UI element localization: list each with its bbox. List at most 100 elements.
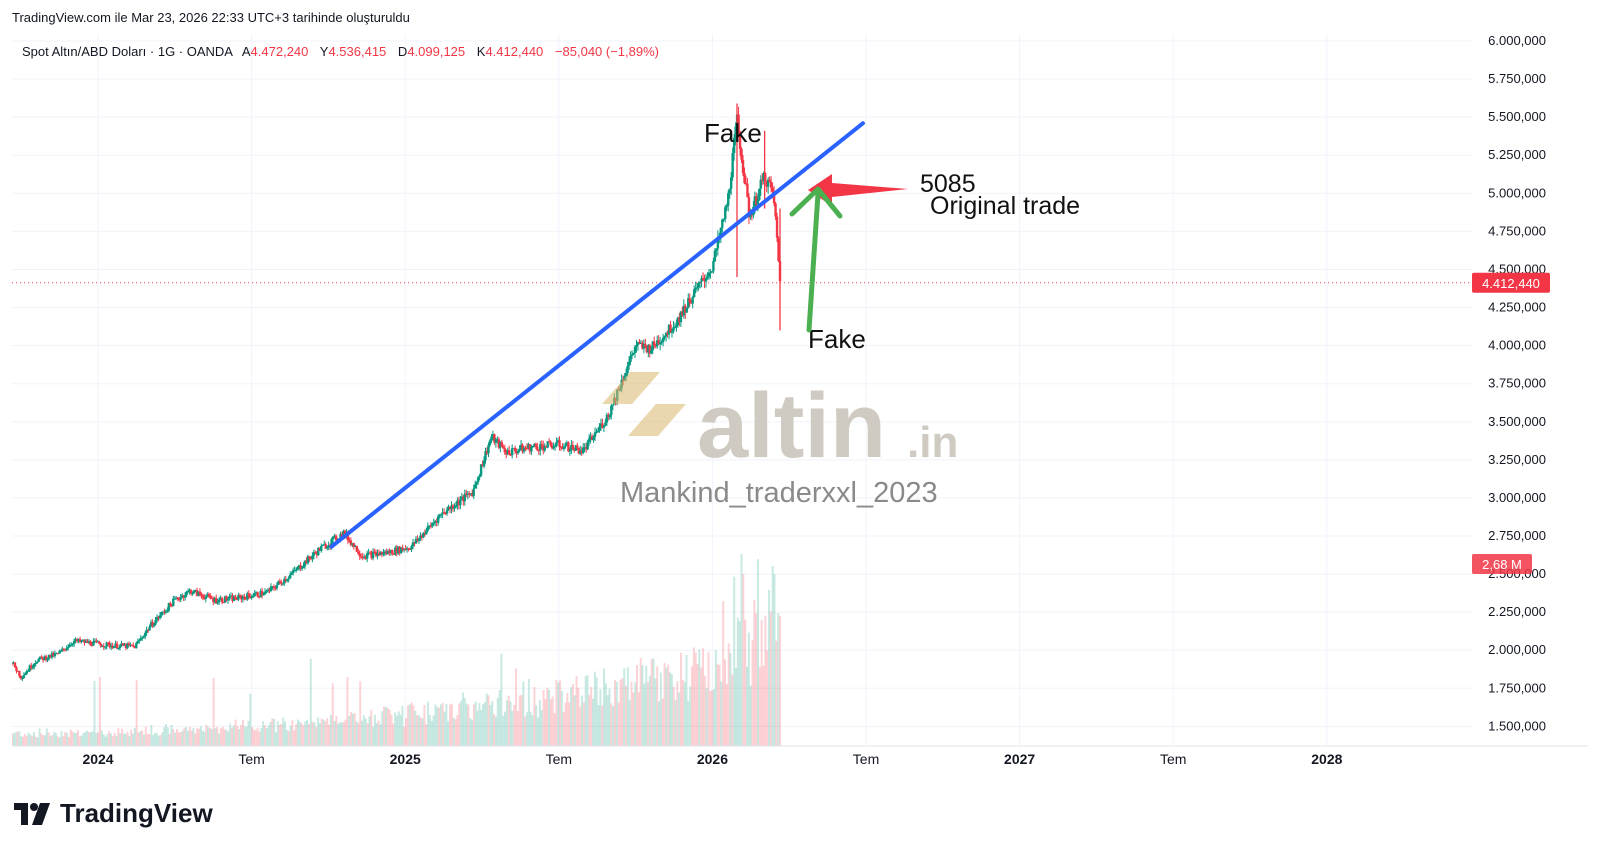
y-tick-label: 6.000,000: [1488, 34, 1546, 48]
symbol-name[interactable]: Spot Altın/ABD Doları · 1G · OANDA: [22, 44, 233, 59]
candle-body: [241, 596, 245, 600]
tradingview-logo[interactable]: TradingView: [14, 798, 213, 829]
candle-body: [645, 346, 649, 353]
volume-bar: [181, 730, 184, 746]
candle-body: [584, 447, 588, 450]
volume-bar: [680, 652, 683, 746]
candle-body: [756, 199, 760, 205]
volume-bar: [478, 702, 481, 746]
candle-body: [151, 622, 154, 627]
volume-bar: [764, 615, 767, 746]
volume-bar: [98, 677, 101, 746]
volume-bar: [601, 705, 604, 746]
volume-bar: [32, 731, 35, 746]
candle-body: [309, 558, 313, 560]
candle-body: [136, 641, 139, 644]
candle-body: [485, 451, 489, 454]
candle-body: [555, 441, 558, 446]
candle-body: [68, 644, 71, 648]
candle-body: [161, 611, 165, 613]
volume-bar: [696, 663, 699, 746]
volume-bar: [619, 679, 622, 746]
candle-body: [160, 612, 163, 616]
volume-bar: [179, 732, 182, 746]
volume-bar: [524, 716, 527, 746]
volume-bar: [372, 726, 375, 746]
volume-bar: [485, 693, 488, 746]
volume-bar: [207, 726, 210, 746]
candle-body: [354, 545, 357, 547]
chart-area[interactable]: altin .in Mankind_traderxxl_2023 Fake Fake 50…: [12, 34, 1588, 794]
candle-body: [217, 599, 221, 603]
volume-bar: [447, 721, 450, 746]
volume-bar: [725, 684, 728, 746]
volume-bar: [691, 666, 694, 746]
candle-body: [740, 148, 743, 160]
candle-body: [191, 593, 194, 595]
candle-body: [58, 651, 61, 654]
volume-bar: [302, 725, 305, 746]
volume-bar: [443, 711, 446, 746]
volume-bar: [683, 682, 686, 746]
candle-body: [469, 493, 472, 495]
candle-body: [284, 579, 287, 581]
candle-body: [237, 595, 240, 600]
candle-body: [105, 642, 108, 647]
volume-bar: [593, 671, 596, 746]
volume-bar: [705, 688, 708, 746]
volume-bar: [513, 704, 516, 746]
volume-bar: [724, 659, 727, 746]
tradingview-logo-icon: [14, 802, 50, 825]
candle-body: [272, 586, 276, 588]
candle-body: [479, 464, 483, 476]
volume-bar: [276, 721, 279, 746]
volume-bar: [71, 731, 74, 746]
candle-body: [379, 551, 382, 556]
candle-body: [574, 445, 577, 451]
candle-body: [496, 439, 499, 441]
candle-body: [576, 445, 579, 448]
candle-body: [142, 636, 145, 638]
volume-bar: [344, 719, 347, 746]
volume-bar: [159, 734, 162, 746]
volume-bar: [137, 732, 140, 746]
candle-body: [121, 643, 125, 646]
candle-body: [679, 311, 683, 323]
candle-body: [445, 509, 449, 514]
volume-bar: [113, 732, 116, 746]
volume-bar: [362, 715, 365, 746]
volume-bar: [700, 667, 703, 746]
candle-body: [435, 521, 438, 523]
volume-bar: [489, 704, 492, 746]
volume-bar: [718, 664, 721, 746]
candle-body: [741, 159, 745, 174]
volume-bar: [494, 716, 497, 746]
volume-bar: [60, 730, 63, 746]
volume-bar: [258, 731, 261, 746]
x-tick-label: Tem: [546, 751, 572, 767]
candle-body: [537, 450, 541, 452]
candle-body: [127, 643, 131, 646]
volume-bar: [120, 728, 123, 746]
volume-bar: [482, 704, 485, 746]
candle-body: [580, 450, 583, 454]
volume-bar: [736, 617, 739, 746]
volume-bar: [29, 734, 32, 746]
y-tick-label: 1.750,000: [1488, 680, 1546, 695]
volume-bar: [452, 718, 455, 746]
annotation-original-trade: Original trade: [930, 192, 1080, 220]
candle-body: [762, 172, 765, 181]
candle-body: [212, 598, 215, 602]
volume-bar: [331, 683, 334, 746]
volume-bar: [56, 736, 59, 746]
candle-body: [648, 345, 651, 354]
candle-body: [271, 586, 274, 588]
candle-body: [530, 447, 533, 452]
y-tick-label: 3.000,000: [1488, 490, 1546, 505]
volume-bar: [197, 728, 200, 746]
candle-body: [419, 535, 422, 539]
candle-body: [549, 441, 552, 446]
candle-body: [315, 552, 319, 556]
price-chart[interactable]: altin .in Mankind_traderxxl_2023 Fake Fake 50…: [12, 34, 1588, 794]
candle-body: [300, 567, 304, 569]
